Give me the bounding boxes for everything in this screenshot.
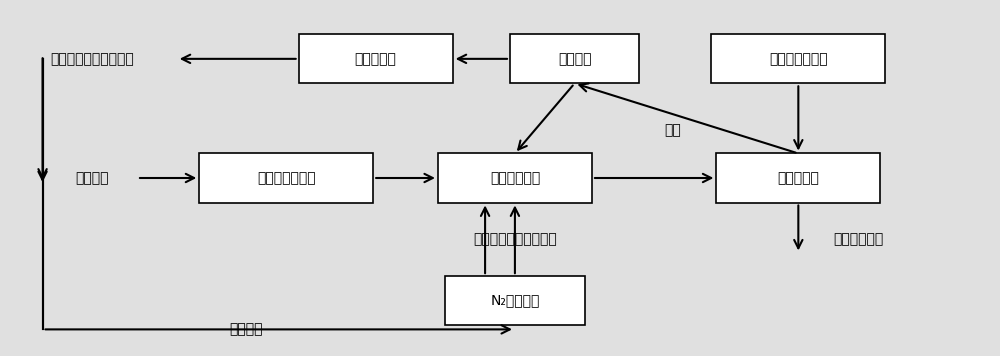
FancyBboxPatch shape	[716, 153, 880, 203]
Text: 自身产生的水蒸气热量: 自身产生的水蒸气热量	[473, 232, 557, 246]
Text: 热解碳化炉: 热解碳化炉	[777, 171, 819, 185]
Text: 热量供给: 热量供给	[230, 323, 263, 336]
Text: 污泥脱水预处理: 污泥脱水预处理	[257, 171, 316, 185]
FancyBboxPatch shape	[438, 153, 592, 203]
FancyBboxPatch shape	[711, 34, 885, 83]
FancyBboxPatch shape	[299, 34, 453, 83]
Text: 三相分离器: 三相分离器	[355, 52, 397, 66]
Text: 进料干燥系统: 进料干燥系统	[490, 171, 540, 185]
FancyBboxPatch shape	[445, 276, 585, 325]
FancyBboxPatch shape	[199, 153, 373, 203]
FancyBboxPatch shape	[510, 34, 639, 83]
Text: 可燃气利用或燃烧排放: 可燃气利用或燃烧排放	[50, 52, 134, 66]
Text: 太阳能供热系统: 太阳能供热系统	[769, 52, 828, 66]
Text: 尾气: 尾气	[664, 124, 681, 138]
Text: 热交换器: 热交换器	[558, 52, 591, 66]
Text: 剩余污泥: 剩余污泥	[76, 171, 109, 185]
Text: N₂加压系统: N₂加压系统	[490, 294, 540, 308]
Text: 生物炭、焦油: 生物炭、焦油	[833, 232, 883, 246]
